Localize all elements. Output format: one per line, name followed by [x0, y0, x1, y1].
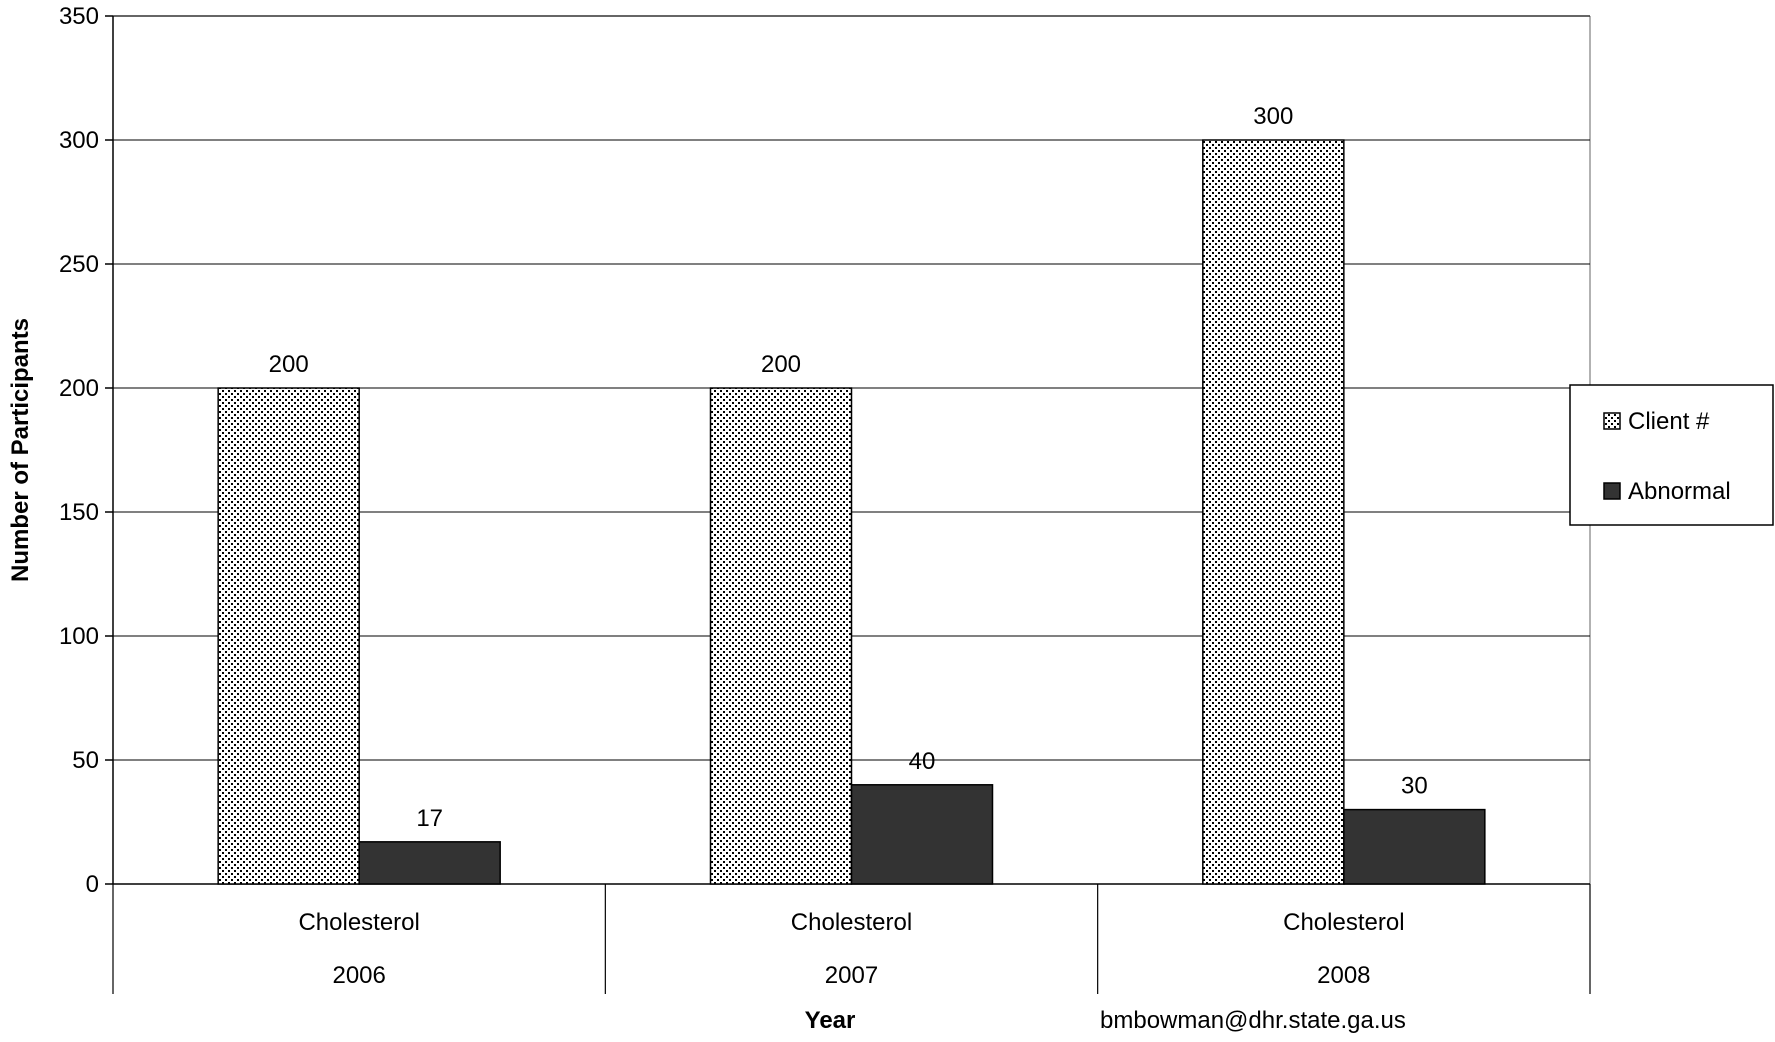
data-label: 40: [909, 748, 936, 775]
bar-abnormal: [358, 841, 501, 885]
y-tick-label: 350: [59, 3, 99, 30]
category-group-label: 2007: [825, 962, 878, 989]
bar-client: [217, 387, 360, 885]
legend-swatch-abnormal: [1603, 482, 1621, 500]
y-tick-label: 100: [59, 623, 99, 650]
legend: Client # Abnormal: [1569, 384, 1774, 526]
category-label: Cholesterol: [298, 909, 419, 936]
x-axis-title: Year: [805, 1007, 856, 1034]
category-label: Cholesterol: [791, 909, 912, 936]
y-tick-label: 200: [59, 375, 99, 402]
bar-abnormal: [1343, 808, 1486, 885]
data-label: 17: [416, 805, 443, 832]
category-group-label: 2006: [332, 962, 385, 989]
legend-swatch-client: [1603, 412, 1621, 430]
y-tick-label: 50: [72, 747, 99, 774]
category-group-label: 2008: [1317, 962, 1370, 989]
bar-client: [1202, 139, 1345, 885]
data-label: 200: [269, 351, 309, 378]
legend-label-client: Client #: [1628, 408, 1710, 435]
legend-label-abnormal: Abnormal: [1628, 478, 1731, 505]
y-tick-label: 0: [86, 871, 99, 898]
data-label: 200: [761, 351, 801, 378]
bar-client: [709, 387, 853, 885]
legend-box: [1569, 384, 1774, 526]
y-tick-label: 300: [59, 127, 99, 154]
data-label: 300: [1253, 103, 1293, 130]
data-labels: 200 17 200 40 300 30: [269, 103, 1428, 832]
category-label: Cholesterol: [1283, 909, 1404, 936]
category-axis-labels: Cholesterol 2006 Cholesterol 2007 Cholestero…: [112, 884, 1591, 994]
y-tick-label: 250: [59, 251, 99, 278]
y-tick-label: 150: [59, 499, 99, 526]
footer-email-note: bmbowman@dhr.state.ga.us: [1100, 1007, 1406, 1034]
bars: [217, 139, 1486, 885]
y-axis-title: Number of Participants: [7, 318, 34, 582]
bar-abnormal: [850, 784, 994, 885]
data-label: 30: [1401, 773, 1428, 800]
